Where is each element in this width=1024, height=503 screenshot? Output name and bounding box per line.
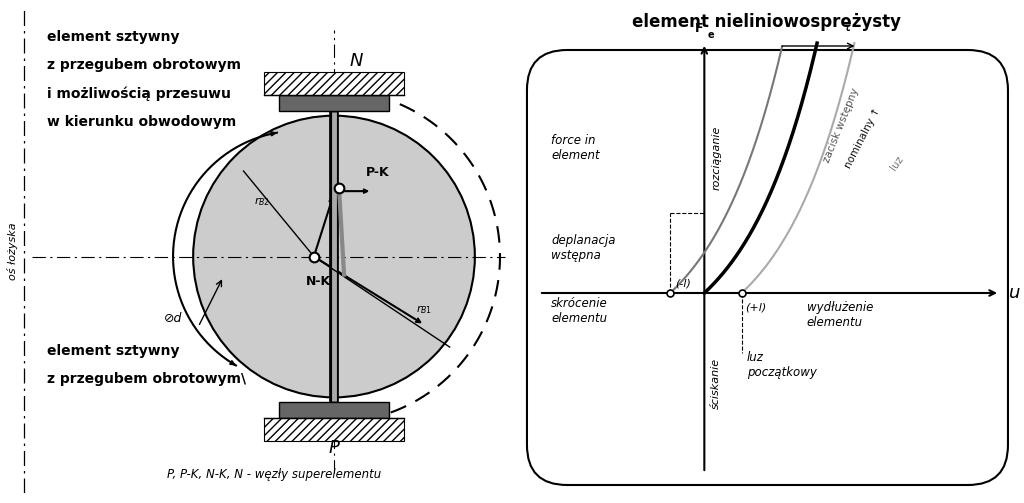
Text: z przegubem obrotowym: z przegubem obrotowym bbox=[47, 58, 242, 72]
Text: oś łożyska: oś łożyska bbox=[6, 223, 17, 280]
Text: luz
początkowy: luz początkowy bbox=[746, 351, 816, 379]
Text: skrócenie
elementu: skrócenie elementu bbox=[551, 297, 608, 325]
Text: nominalny ↑: nominalny ↑ bbox=[843, 106, 883, 170]
Text: $r_{B1}$: $r_{B1}$ bbox=[417, 303, 432, 316]
Text: i możliwością przesuwu: i możliwością przesuwu bbox=[47, 87, 231, 101]
Text: w kierunku obwodowym: w kierunku obwodowym bbox=[47, 115, 237, 129]
Text: $N$: $N$ bbox=[348, 52, 364, 70]
Text: luz: luz bbox=[889, 154, 905, 172]
Text: ⊘d: ⊘d bbox=[164, 312, 182, 325]
Text: ściskanie: ściskanie bbox=[712, 358, 721, 408]
Text: force in
element: force in element bbox=[551, 134, 600, 162]
Bar bbox=[279, 402, 389, 418]
Text: N-K: N-K bbox=[306, 275, 332, 288]
Text: wydłużenie
elementu: wydłużenie elementu bbox=[807, 301, 873, 329]
Text: $P$: $P$ bbox=[328, 439, 340, 457]
Text: rozciąganie: rozciąganie bbox=[712, 126, 721, 190]
Text: $r_{B2}$: $r_{B2}$ bbox=[254, 195, 269, 208]
Text: P-K: P-K bbox=[366, 166, 389, 179]
Text: z przegubem obrotowym\: z przegubem obrotowym\ bbox=[47, 372, 247, 386]
Bar bbox=[263, 72, 404, 95]
Text: e: e bbox=[708, 30, 714, 40]
FancyBboxPatch shape bbox=[527, 50, 1008, 485]
Bar bbox=[279, 95, 389, 111]
Text: zacisk wstępny: zacisk wstępny bbox=[821, 87, 860, 163]
Circle shape bbox=[194, 116, 475, 397]
Text: $u$: $u$ bbox=[1008, 284, 1021, 302]
Bar bbox=[263, 418, 404, 441]
Text: element nieliniowosprężysty: element nieliniowosprężysty bbox=[632, 13, 901, 31]
Text: (-l): (-l) bbox=[675, 279, 691, 289]
Text: deplanacja
wstępna: deplanacja wstępna bbox=[551, 234, 615, 262]
Text: F: F bbox=[695, 22, 703, 35]
Text: element sztywny: element sztywny bbox=[47, 30, 180, 44]
Text: (+l): (+l) bbox=[745, 303, 767, 313]
Text: element sztywny: element sztywny bbox=[47, 344, 180, 358]
Text: P, P-K, N-K, N - węzły superelementu: P, P-K, N-K, N - węzły superelementu bbox=[167, 468, 381, 481]
